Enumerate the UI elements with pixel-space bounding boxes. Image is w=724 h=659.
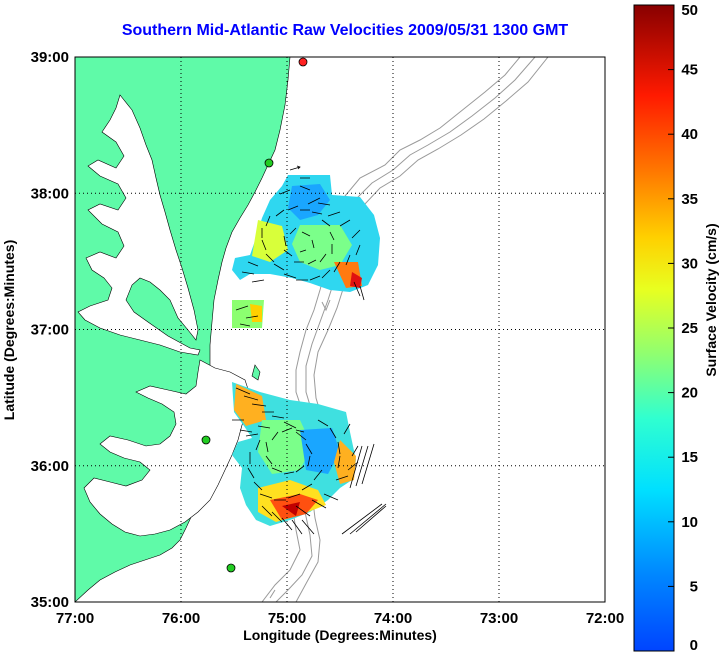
x-tick-label: 72:00 <box>586 610 624 627</box>
y-tick-labels: 39:00 38:00 37:00 36:00 35:00 <box>31 49 69 611</box>
colorbar-tick-label: 20 <box>681 385 698 402</box>
colorbar-tick-label: 10 <box>681 514 698 531</box>
y-tick-label: 38:00 <box>31 185 69 202</box>
colorbar-tick-label: 50 <box>681 2 698 19</box>
station-marker <box>264 158 274 168</box>
colorbar-label: Surface Velocity (cm/s) <box>703 223 719 376</box>
station-marker <box>226 563 236 573</box>
colorbar-ticks: 0 5 10 15 20 25 30 35 40 45 50 <box>668 2 698 654</box>
colorbar <box>633 4 675 652</box>
colorbar-tick-label: 15 <box>681 449 698 466</box>
grid-lines <box>75 57 605 602</box>
y-tick-label: 36:00 <box>31 458 69 475</box>
map-title: Southern Mid-Atlantic Raw Velocities 200… <box>121 22 569 39</box>
x-tick-labels: 77:00 76:00 75:00 74:00 73:00 72:00 <box>56 610 624 627</box>
x-tick-label: 73:00 <box>480 610 518 627</box>
y-tick-label: 35:00 <box>31 594 69 611</box>
colorbar-tick-label: 30 <box>681 255 698 272</box>
colorbar-tick-label: 5 <box>690 578 698 595</box>
radar-stations <box>201 57 308 573</box>
colorbar-tick-label: 0 <box>690 637 698 654</box>
x-tick-label: 75:00 <box>268 610 306 627</box>
x-tick-label: 77:00 <box>56 610 94 627</box>
x-tick-label: 76:00 <box>162 610 200 627</box>
y-tick-label: 37:00 <box>31 322 69 339</box>
velocity-vectors <box>232 165 387 535</box>
colorbar-tick-label: 25 <box>681 320 698 337</box>
chesapeake-bay <box>77 94 251 537</box>
velocity-field-north <box>232 175 380 328</box>
station-marker <box>201 435 211 445</box>
y-axis-label: Latitude (Degrees:Minutes) <box>1 240 17 420</box>
station-marker-active <box>298 57 308 67</box>
colorbar-tick-label: 35 <box>681 191 698 208</box>
colorbar-tick-label: 40 <box>681 126 698 143</box>
y-tick-label: 39:00 <box>31 49 69 66</box>
x-axis-label: Longitude (Degrees:Minutes) <box>243 627 437 643</box>
colorbar-tick-label: 45 <box>681 62 698 79</box>
plot-frame <box>74 56 606 603</box>
x-tick-label: 74:00 <box>374 610 412 627</box>
